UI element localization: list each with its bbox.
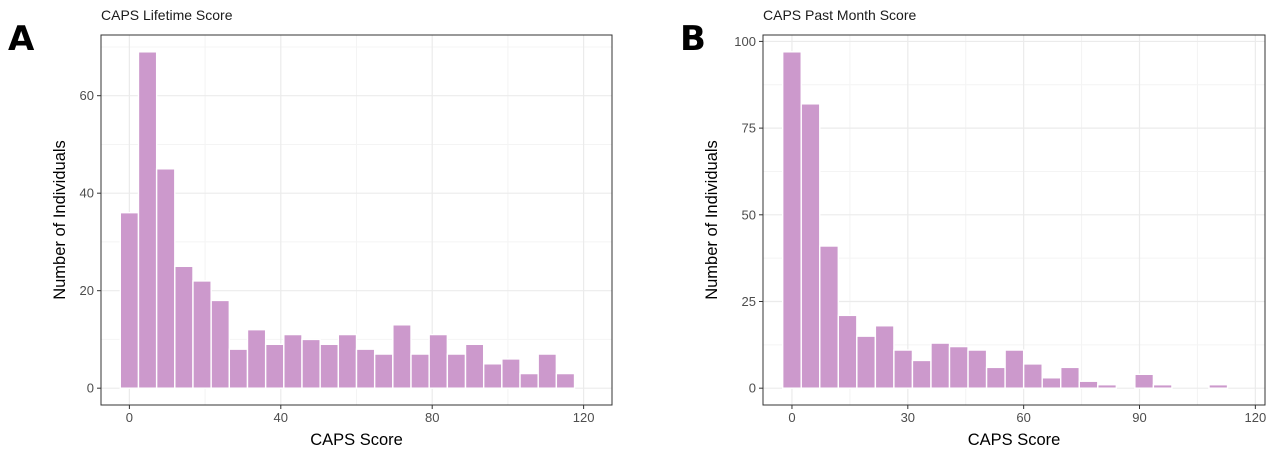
x-tick-label-a: 80 xyxy=(425,410,439,425)
histogram-bar-b xyxy=(874,325,895,389)
histogram-bar-a xyxy=(392,324,412,389)
panel-letter-a: A xyxy=(8,19,35,59)
histogram-bar-b xyxy=(985,366,1006,389)
histogram-bar-b xyxy=(781,51,802,389)
y-tick-label-a: 0 xyxy=(87,381,94,396)
histogram-bar-a xyxy=(410,353,430,389)
histogram-bar-a xyxy=(301,338,321,389)
histogram-bar-a xyxy=(174,265,194,389)
histogram-bar-b xyxy=(856,335,877,389)
x-tick-label-b: 0 xyxy=(788,410,795,425)
histogram-bar-b xyxy=(837,314,858,389)
x-axis-label-a: CAPS Score xyxy=(310,431,403,449)
histogram-bar-a xyxy=(501,358,521,389)
panel-b: B CAPS Past Month Score 0 30 60 90 120 0 25 50 7… xyxy=(640,0,1267,458)
histogram-bar-a xyxy=(482,363,503,389)
y-tick-label-a: 60 xyxy=(80,88,94,103)
y-tick-label-b: 0 xyxy=(749,381,756,396)
histogram-chart-a: 0 40 80 120 0 20 40 60 CAPS Score Number of Indiv… xyxy=(51,34,613,449)
x-tick-label-b: 30 xyxy=(901,410,915,425)
histogram-bar-a xyxy=(428,333,449,389)
histogram-bar-a xyxy=(192,280,212,389)
histogram-bar-b xyxy=(967,349,988,389)
panel-a: A CAPS Lifetime Score 0 40 80 120 0 20 40 60 CAP… xyxy=(8,7,613,449)
histogram-bar-a xyxy=(446,353,467,389)
histogram-bar-a xyxy=(337,333,358,389)
histogram-bar-a xyxy=(246,328,267,389)
histogram-bar-b xyxy=(800,103,821,389)
x-tick-label-b: 120 xyxy=(1244,410,1266,425)
histogram-bar-b xyxy=(911,359,932,389)
y-tick-label-b: 100 xyxy=(734,34,756,49)
histogram-bar-a xyxy=(210,299,231,389)
histogram-bar-a xyxy=(319,343,340,389)
y-tick-label-b: 75 xyxy=(742,121,756,136)
histogram-bar-b xyxy=(1041,377,1062,389)
plot-panel-border-b xyxy=(762,34,1266,406)
plot-panel-border-a xyxy=(100,34,613,406)
x-tick-label-a: 120 xyxy=(573,410,595,425)
y-tick-label-b: 50 xyxy=(742,207,756,222)
histogram-bar-a xyxy=(228,348,249,389)
histogram-bar-b xyxy=(1097,384,1118,389)
histogram-bar-a xyxy=(283,333,303,389)
y-tick-label-b: 25 xyxy=(742,294,756,309)
y-axis-label-b: Number of Individuals xyxy=(703,140,721,300)
histogram-bar-b xyxy=(893,349,914,389)
histogram-bar-a xyxy=(264,343,285,389)
histogram-bar-b xyxy=(1134,373,1155,389)
histogram-bar-b xyxy=(1208,384,1229,389)
histogram-bar-a xyxy=(119,211,140,389)
histogram-bar-b xyxy=(1022,363,1043,389)
x-tick-label-b: 90 xyxy=(1132,410,1146,425)
histogram-bar-a xyxy=(373,353,394,389)
panel-letter-b: B xyxy=(680,19,706,59)
histogram-bar-b xyxy=(1060,366,1080,389)
x-axis-label-b: CAPS Score xyxy=(968,431,1061,449)
x-tick-label-a: 0 xyxy=(126,410,133,425)
histogram-bar-a xyxy=(464,343,485,389)
histogram-bar-a xyxy=(555,372,576,389)
chart-title-b: CAPS Past Month Score xyxy=(763,7,917,23)
y-tick-label-a: 40 xyxy=(80,186,94,201)
histogram-bar-a xyxy=(537,353,558,389)
histogram-bar-b xyxy=(1004,349,1025,389)
histogram-bar-b xyxy=(948,345,969,389)
chart-title-a: CAPS Lifetime Score xyxy=(101,7,233,23)
x-tick-label-a: 40 xyxy=(274,410,288,425)
histogram-bar-b xyxy=(1152,384,1173,389)
histogram-bar-a xyxy=(155,168,176,389)
x-tick-label-b: 60 xyxy=(1016,410,1030,425)
y-tick-label-a: 20 xyxy=(80,283,94,298)
histogram-bar-a xyxy=(519,372,539,389)
histogram-chart-b: 0 30 60 90 120 0 25 50 75 100 CAPS Score Number of … xyxy=(703,34,1266,449)
histogram-bar-b xyxy=(930,342,951,389)
histogram-bar-a xyxy=(137,51,158,389)
y-axis-label-a: Number of Individuals xyxy=(51,140,69,300)
histogram-bar-b xyxy=(1078,380,1099,389)
histogram-bar-b xyxy=(819,245,840,389)
histogram-bar-a xyxy=(355,348,376,389)
